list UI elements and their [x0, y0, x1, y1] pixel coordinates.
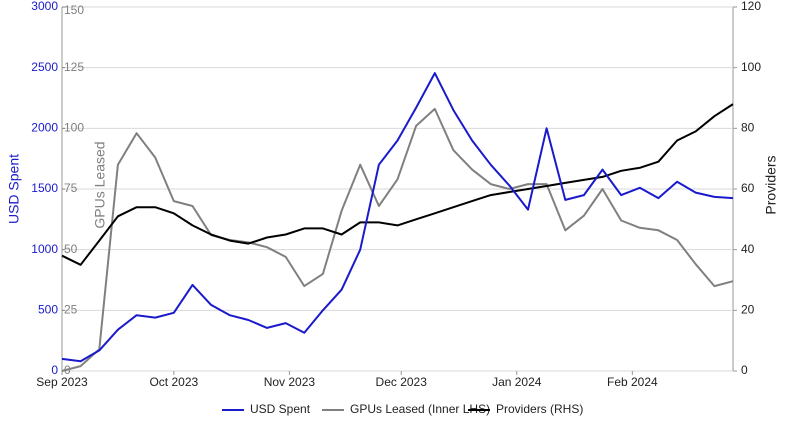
right-y-tick-label: 20	[741, 303, 755, 317]
y-tick-label: 2000	[31, 121, 58, 135]
series-line	[61, 72, 734, 363]
x-tick-label: Jan 2024	[492, 375, 542, 389]
y-tick-label: 1000	[31, 242, 58, 256]
x-tick-label: Sep 2023	[36, 375, 88, 389]
legend-label: USD Spent	[250, 402, 311, 416]
y-axis-title: USD Spent	[6, 154, 22, 224]
inner-y-tick-label: 50	[64, 242, 78, 256]
legend-label: GPUs Leased (Inner LHS)	[350, 402, 490, 416]
x-tick-label: Nov 2023	[264, 375, 316, 389]
y-tick-label: 3000	[31, 0, 58, 13]
y-tick-label: 1500	[31, 181, 58, 195]
inner-y-tick-label: 100	[64, 121, 84, 135]
x-tick-label: Dec 2023	[376, 375, 428, 389]
y-tick-label: 500	[38, 303, 58, 317]
inner-y-tick-label: 25	[64, 303, 78, 317]
inner-y-tick-label: 150	[64, 3, 84, 17]
y-tick-label: 0	[51, 363, 58, 377]
series-line	[61, 103, 734, 266]
inner-y-axis-title: GPUs Leased	[92, 141, 108, 228]
series-line	[61, 107, 734, 372]
right-y-tick-label: 80	[741, 121, 755, 135]
x-tick-label: Feb 2024	[607, 375, 658, 389]
legend-label: Providers (RHS)	[496, 402, 583, 416]
x-tick-label: Oct 2023	[149, 375, 198, 389]
right-y-tick-label: 60	[741, 181, 755, 195]
right-y-tick-label: 120	[741, 0, 761, 13]
right-y-tick-label: 40	[741, 242, 755, 256]
right-y-tick-label: 100	[741, 60, 761, 74]
inner-y-tick-label: 75	[64, 181, 78, 195]
inner-y-tick-label: 125	[64, 60, 84, 74]
right-y-tick-label: 0	[741, 363, 748, 377]
y-tick-label: 2500	[31, 60, 58, 74]
right-y-axis-title: Providers	[763, 155, 779, 214]
